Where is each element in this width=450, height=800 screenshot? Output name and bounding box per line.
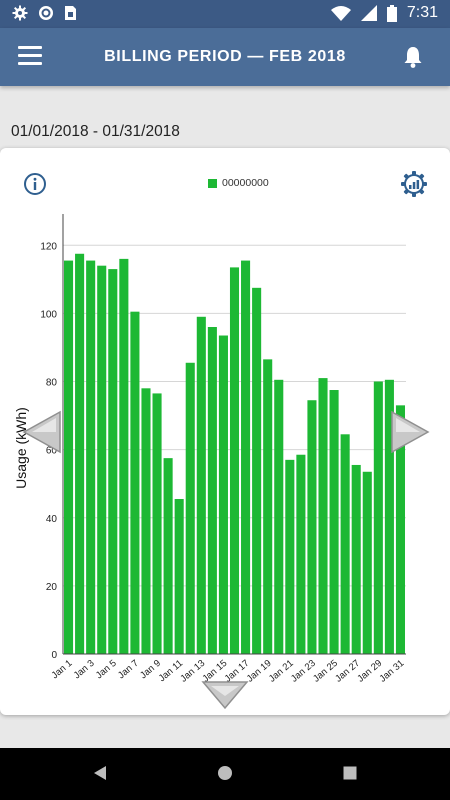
chart-bar — [362, 471, 372, 654]
chart-bar — [241, 260, 251, 654]
chart-bar — [141, 388, 151, 654]
chart-bars — [63, 253, 406, 654]
y-tick-label: 80 — [46, 378, 58, 389]
chart-bar — [252, 287, 262, 654]
y-tick-label: 40 — [46, 514, 58, 525]
menu-button[interactable] — [18, 46, 42, 66]
chart-bar — [185, 362, 195, 654]
recent-icon[interactable] — [342, 765, 358, 781]
battery-icon — [386, 4, 397, 22]
x-tick-label: Jan 5 — [94, 658, 119, 681]
chart-bar — [307, 400, 317, 654]
hamburger-icon-line — [18, 46, 42, 49]
chart-bar — [263, 359, 273, 654]
chart-bar — [86, 260, 96, 654]
wifi-icon — [330, 6, 351, 21]
y-axis-label: Usage (kWh) — [13, 407, 29, 489]
system-nav-bar — [0, 748, 450, 800]
chart-bar — [119, 258, 129, 654]
billing-period-range: 01/01/2018 - 01/31/2018 — [11, 123, 180, 140]
signal-icon — [360, 5, 377, 21]
chart-bar — [130, 311, 140, 654]
chart-bar — [340, 434, 350, 654]
status-time: 7:31 — [406, 4, 438, 21]
home-icon[interactable] — [217, 765, 233, 781]
chart-bar — [108, 269, 118, 654]
chart-legend: 00000000 — [208, 177, 269, 189]
gear-icon — [12, 5, 28, 21]
chart-bar — [384, 379, 394, 654]
y-tick-label: 0 — [51, 650, 57, 661]
status-left-icons — [12, 5, 77, 21]
chart-bar — [163, 458, 173, 654]
chart-bar — [351, 464, 361, 654]
chart-bar — [97, 265, 107, 654]
y-tick-label: 120 — [40, 241, 57, 252]
legend-swatch — [208, 178, 217, 188]
status-bar: 7:31 — [0, 0, 450, 28]
page-title: BILLING PERIOD — FEB 2018 — [104, 48, 346, 65]
expand-chart-button[interactable] — [201, 680, 249, 710]
sim-icon — [65, 6, 76, 20]
info-icon[interactable] — [23, 172, 47, 196]
back-icon[interactable] — [92, 765, 108, 781]
chart-bar — [329, 390, 339, 654]
circle-icon — [39, 6, 53, 20]
y-tick-label: 100 — [40, 309, 57, 320]
chart-bar — [395, 405, 406, 654]
previous-period-button[interactable] — [22, 410, 62, 454]
bell-icon[interactable] — [402, 45, 424, 69]
chart-bar — [174, 499, 184, 654]
chart-bar — [75, 253, 85, 654]
y-tick-label: 20 — [46, 582, 58, 593]
chart-bar — [373, 381, 383, 654]
x-tick-label: Jan 1 — [50, 658, 75, 681]
chart-bar — [285, 459, 295, 654]
chart-settings-icon[interactable] — [400, 170, 428, 198]
y-tick-label: 60 — [46, 446, 58, 457]
chart-bar — [152, 393, 162, 654]
chart-bar — [218, 335, 228, 654]
chart-bar — [196, 316, 206, 654]
x-tick-label: Jan 3 — [72, 658, 97, 681]
chart-bar — [229, 267, 240, 654]
status-right-icons: 7:31 — [330, 4, 438, 22]
app-bar: BILLING PERIOD — FEB 2018 — [0, 28, 450, 86]
chart-bar — [207, 327, 217, 654]
chart-bar — [318, 378, 328, 654]
hamburger-icon-line — [18, 54, 42, 57]
next-period-button[interactable] — [390, 410, 430, 454]
chart-bar — [296, 454, 306, 654]
x-tick-label: Jan 7 — [116, 658, 141, 681]
legend-label: 00000000 — [222, 177, 269, 189]
x-tick-label: Jan 31 — [377, 658, 406, 685]
chart-bar — [274, 379, 284, 654]
chart-bar — [63, 260, 74, 654]
hamburger-icon-line — [18, 62, 42, 65]
